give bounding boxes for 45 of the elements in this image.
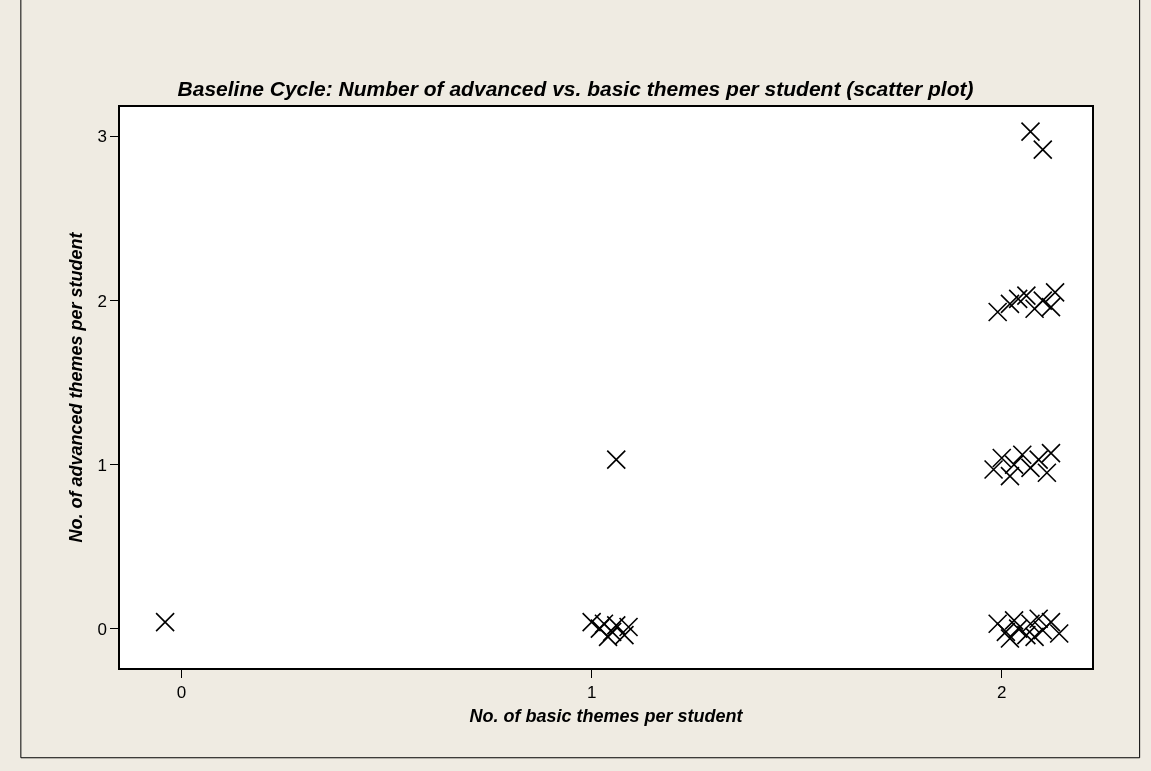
point bbox=[1032, 139, 1053, 160]
point bbox=[996, 622, 1016, 642]
x-tick-label: 2 bbox=[997, 683, 1007, 703]
y-tick-label: 3 bbox=[97, 127, 107, 147]
point bbox=[1024, 627, 1045, 647]
y-tick-label: 0 bbox=[97, 619, 107, 639]
point bbox=[1032, 620, 1053, 641]
point bbox=[1008, 618, 1028, 639]
point bbox=[1004, 454, 1024, 475]
point bbox=[1028, 608, 1049, 629]
point bbox=[1016, 625, 1037, 645]
y-tick-label: 1 bbox=[97, 455, 107, 475]
y-tick-label: 2 bbox=[97, 291, 107, 311]
point bbox=[1004, 610, 1024, 631]
point bbox=[1016, 285, 1037, 306]
point bbox=[1000, 466, 1020, 486]
point bbox=[581, 612, 602, 632]
point bbox=[594, 613, 614, 634]
point bbox=[1008, 289, 1028, 309]
point bbox=[618, 617, 639, 637]
point bbox=[983, 459, 1004, 480]
point bbox=[1032, 290, 1053, 311]
point bbox=[1000, 628, 1020, 649]
point bbox=[1041, 443, 1061, 463]
point bbox=[987, 613, 1008, 634]
point bbox=[1000, 294, 1020, 314]
point bbox=[1045, 282, 1065, 303]
point bbox=[1049, 623, 1069, 644]
chart-title: Baseline Cycle: Number of advanced vs. basic themes per student (scatter plot) bbox=[177, 77, 974, 101]
x-axis-title: No. of basic themes per student bbox=[469, 705, 744, 726]
point bbox=[1020, 458, 1041, 478]
x-tick-label: 1 bbox=[586, 683, 597, 703]
point bbox=[991, 448, 1012, 468]
point bbox=[1028, 449, 1049, 470]
x-tick-label: 0 bbox=[176, 683, 187, 703]
point bbox=[1012, 444, 1033, 465]
point bbox=[602, 622, 622, 642]
point bbox=[590, 618, 610, 639]
point bbox=[606, 615, 627, 636]
point bbox=[155, 612, 175, 632]
point bbox=[606, 449, 627, 470]
point bbox=[987, 302, 1008, 322]
point bbox=[1037, 463, 1057, 483]
y-axis-title: No. of advanced themes per student bbox=[66, 231, 87, 543]
point bbox=[1020, 121, 1041, 142]
